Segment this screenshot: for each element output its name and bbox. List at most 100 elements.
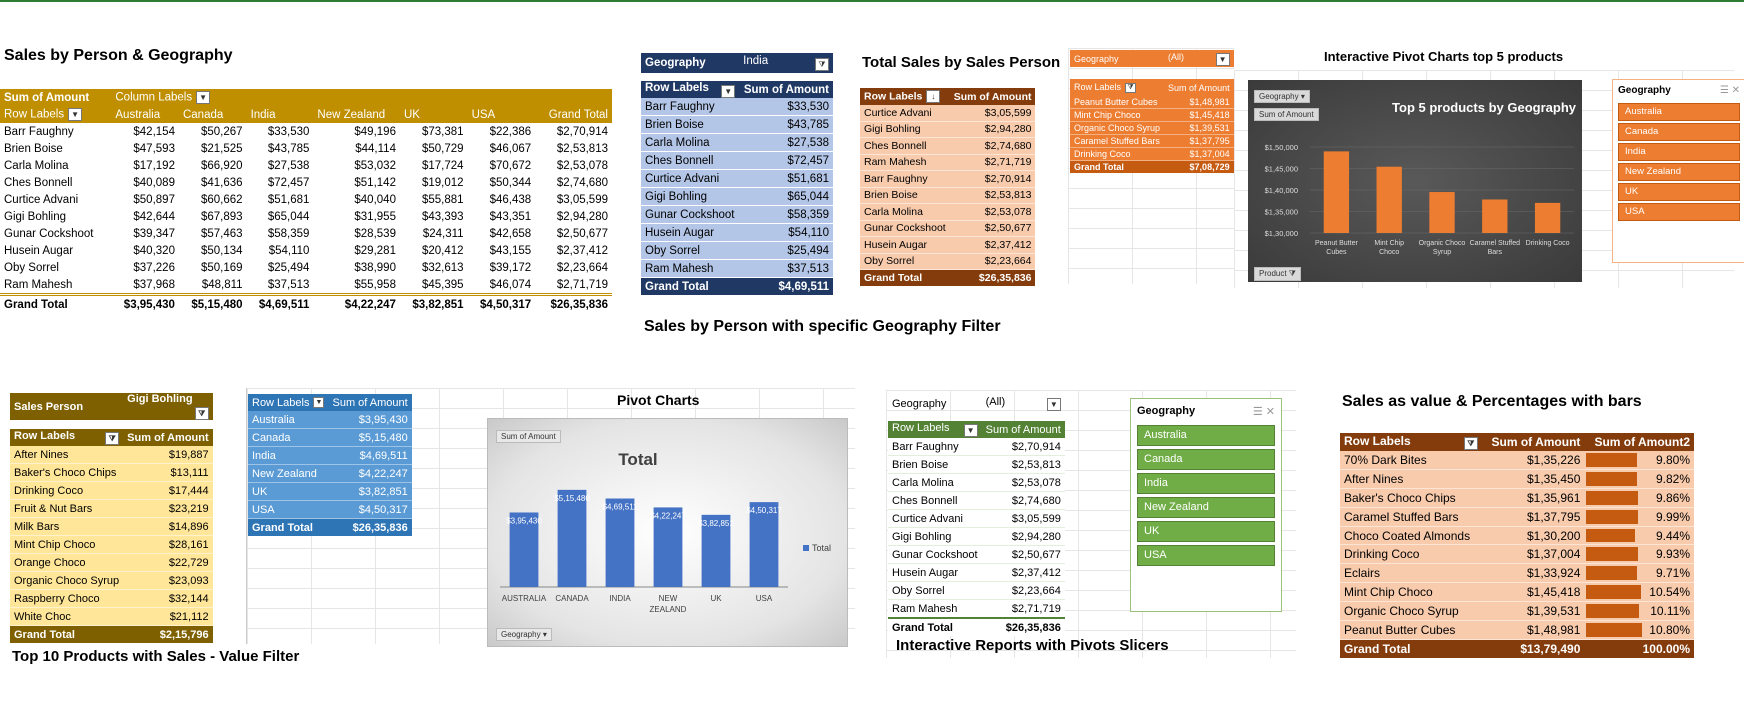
cell-value: $2,23,664: [984, 255, 1032, 268]
p6-row-labels[interactable]: Row Labels ▼: [248, 394, 328, 411]
p4-row-labels[interactable]: Row Labels ⧩: [1070, 79, 1164, 96]
grand-total-row: Grand Total $26,35,836: [888, 618, 1065, 636]
slicer-item-india[interactable]: India: [1618, 143, 1740, 161]
percent-value: 9.93%: [1655, 547, 1690, 562]
bar[interactable]: [1534, 202, 1561, 233]
cell-value: $70,672: [489, 159, 532, 172]
filter-icon[interactable]: ⧩: [815, 58, 829, 71]
p1-row-labels[interactable]: Row Labels ▼: [0, 106, 111, 123]
cell-value: $2,94,280: [984, 123, 1032, 136]
bar[interactable]: [1376, 166, 1402, 233]
grand-total-value: $2,15,796: [159, 628, 209, 641]
cell-value: $29,281: [354, 244, 396, 257]
bar[interactable]: [1482, 199, 1508, 233]
bar[interactable]: [557, 489, 587, 587]
bar[interactable]: [701, 514, 731, 587]
p4-sum-label: Sum of Amount: [1168, 82, 1230, 93]
filter-icon[interactable]: ⧩: [1463, 437, 1478, 450]
chevron-down-icon[interactable]: ▼: [313, 397, 325, 409]
slicer-item-canada[interactable]: Canada: [1137, 449, 1275, 470]
filter-icon[interactable]: ⧩: [194, 407, 209, 420]
row-label: Drinking Coco: [1344, 547, 1420, 562]
p2-geo-filter[interactable]: India ⧩: [739, 53, 833, 73]
p5-sp-filter[interactable]: Gigi Bohling ⧩: [123, 393, 212, 420]
slicer-item-usa[interactable]: USA: [1137, 545, 1275, 566]
c2-geo-button[interactable]: Geography ▾: [496, 628, 552, 641]
p4-geo-filter[interactable]: (All) ▼: [1164, 50, 1234, 67]
slicer1-title: Geography: [1618, 85, 1671, 96]
data-label: $3,95,430: [506, 516, 542, 525]
table-row: Oby Sorrel $37,226 $50,169 $25,494 $38,990 $3…: [0, 259, 612, 276]
sort-icon[interactable]: ↓: [926, 90, 941, 103]
bar[interactable]: [1323, 151, 1350, 233]
slicer-geography-green: Geography ☰ ✕ Australia Canada India New Ze…: [1130, 398, 1282, 612]
p8-row-labels[interactable]: Row Labels ⧩: [1340, 433, 1482, 451]
p1-col-header: UK: [403, 108, 420, 121]
slicer-item-usa[interactable]: USA: [1618, 203, 1740, 221]
percent-cell: 9.82%: [1584, 469, 1694, 488]
chevron-down-icon[interactable]: ▼: [1046, 398, 1061, 411]
row-label: Caramel Stuffed Bars: [1074, 136, 1160, 146]
table-row: Ram Mahesh $37,513: [641, 259, 833, 278]
slicer-item-new-zealand[interactable]: New Zealand: [1137, 497, 1275, 518]
table-row: Mint Chip Choco $1,45,418 10.54%: [1340, 582, 1694, 602]
slicer-item-uk[interactable]: UK: [1618, 183, 1740, 201]
c1-product-button[interactable]: Product ⧩: [1254, 267, 1301, 281]
slicer-item-australia[interactable]: Australia: [1618, 103, 1740, 121]
filter-icon[interactable]: ⧩: [1125, 82, 1137, 93]
chevron-down-icon[interactable]: ▼: [68, 108, 83, 121]
cell-value: $37,513: [267, 278, 310, 291]
table-row: Husein Augar $40,320 $50,134 $54,110 $29,281…: [0, 242, 612, 259]
table-row: Peanut Butter Cubes $1,48,981 10.80%: [1340, 620, 1694, 640]
multiselect-icon[interactable]: ☰: [1719, 85, 1729, 96]
table-row: Husein Augar $2,37,412: [860, 236, 1036, 253]
row-label: Australia: [252, 413, 295, 426]
c1-sum-button[interactable]: Sum of Amount: [1254, 108, 1319, 121]
c2-sum-button[interactable]: Sum of Amount: [496, 430, 561, 443]
grand-total-value: $26,35,836: [1005, 621, 1061, 634]
cell-value: $1,30,200: [1527, 528, 1581, 543]
bar[interactable]: [749, 502, 779, 587]
percent-value: 9.71%: [1655, 566, 1690, 581]
clear-filter-icon[interactable]: ✕: [1731, 85, 1740, 96]
chevron-down-icon[interactable]: ▼: [196, 91, 211, 104]
p7-geo-filter[interactable]: (All) ▼: [982, 395, 1065, 412]
cell-value: $39,172: [489, 261, 532, 274]
bar[interactable]: [653, 507, 683, 587]
cell-value: $1,35,450: [1527, 471, 1581, 486]
c1-geo-button[interactable]: Geography ▾: [1254, 90, 1310, 103]
slicer-item-india[interactable]: India: [1137, 473, 1275, 494]
p2-row-labels[interactable]: Row Labels ▼: [641, 81, 739, 98]
bar[interactable]: [1429, 192, 1455, 233]
cell-value: $38,990: [354, 261, 396, 274]
row-label: Barr Faughny: [892, 440, 959, 453]
grand-total-value: $26,35,836: [550, 298, 608, 311]
chart-top5-products[interactable]: Geography ▾ Sum of Amount Top 5 products…: [1248, 80, 1582, 282]
row-label: Caramel Stuffed Bars: [1344, 509, 1459, 524]
table-row: Baker's Choco Chips $13,111: [10, 463, 213, 482]
cell-value: $4,50,317: [358, 503, 408, 516]
slicer-item-australia[interactable]: Australia: [1137, 425, 1275, 446]
chevron-down-icon[interactable]: ▼: [963, 424, 978, 437]
p1-column-labels[interactable]: Column Labels ▼: [111, 89, 246, 106]
p5-row-labels[interactable]: Row Labels ⧩: [10, 429, 123, 446]
table-row: Carla Molina $27,538: [641, 133, 833, 152]
cell-value: $65,044: [267, 210, 310, 223]
chevron-down-icon[interactable]: ▼: [1215, 52, 1230, 66]
slicer-item-uk[interactable]: UK: [1137, 521, 1275, 542]
chevron-down-icon[interactable]: ▼: [721, 84, 736, 98]
grand-total-value: $7,08,729: [1189, 162, 1230, 172]
cell-value: $25,494: [787, 244, 829, 257]
cell-value: $33,530: [787, 100, 829, 113]
slicer-item-new-zealand[interactable]: New Zealand: [1618, 163, 1740, 181]
row-label: Curtice Advani: [864, 106, 932, 119]
p7-row-labels[interactable]: Row Labels ▼: [888, 421, 982, 438]
bar[interactable]: [509, 512, 539, 587]
bar[interactable]: [605, 498, 635, 587]
multiselect-icon[interactable]: ☰: [1252, 406, 1263, 418]
clear-filter-icon[interactable]: ✕: [1265, 406, 1275, 418]
filter-icon[interactable]: ⧩: [105, 432, 120, 445]
chart-geography-total[interactable]: Sum of Amount Total $3,95,430 AUSTRALIA $5…: [487, 418, 848, 647]
slicer-item-canada[interactable]: Canada: [1618, 123, 1740, 141]
p3-row-labels[interactable]: Row Labels ↓: [860, 88, 950, 105]
